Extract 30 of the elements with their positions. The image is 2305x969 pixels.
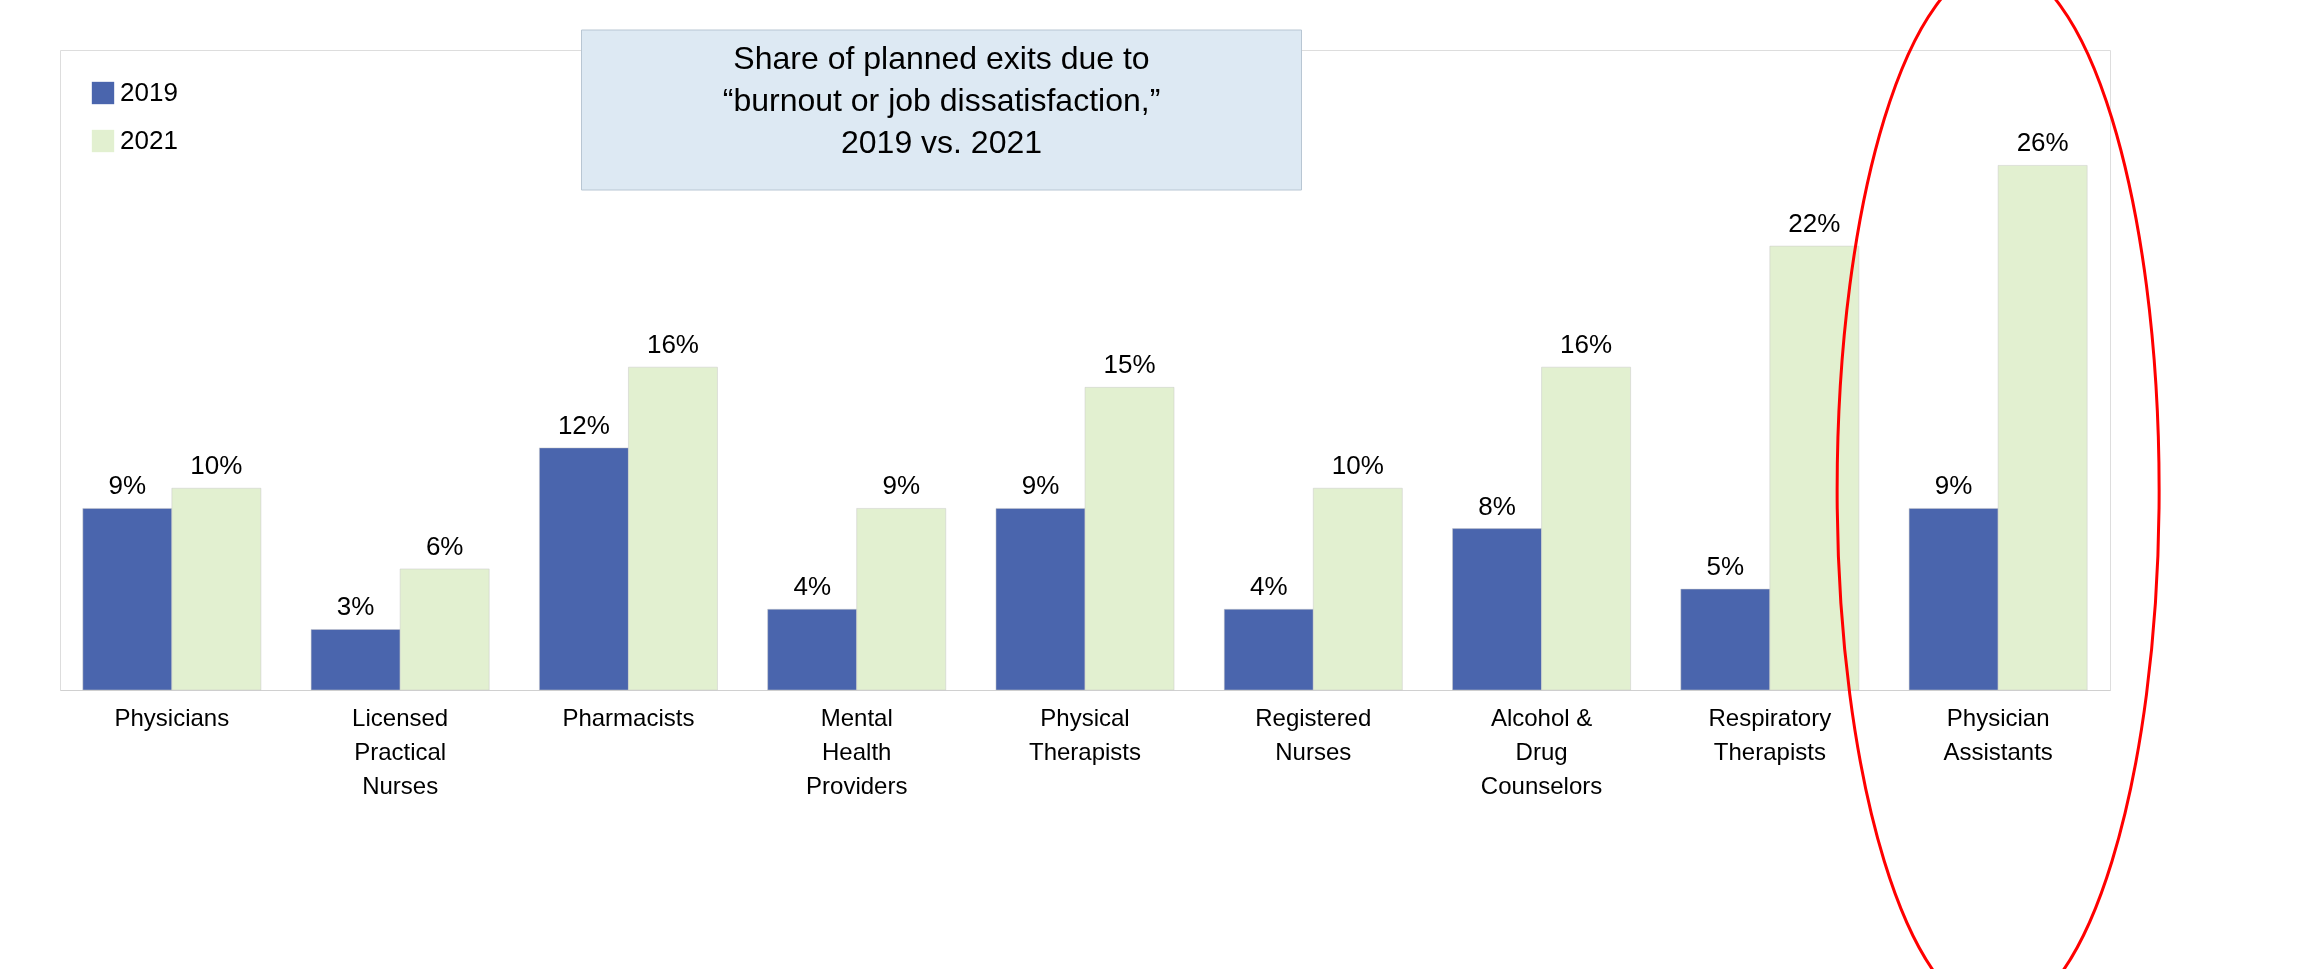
data-label: 16%	[1560, 329, 1613, 360]
data-label: 22%	[1788, 208, 1841, 239]
x-tick-label: Registered Nurses	[1255, 703, 1372, 765]
data-label: 16%	[646, 329, 699, 360]
x-tick-label: Mental Health Providers	[806, 703, 908, 799]
legend-label: 2021	[120, 125, 178, 155]
data-label: 10%	[1331, 450, 1384, 481]
data-label: 4%	[793, 571, 831, 602]
data-label: 6%	[425, 530, 464, 561]
data-label: 4%	[1249, 571, 1288, 602]
x-tick-label: Licensed Practical Nurses	[352, 703, 449, 799]
x-tick-label: Alcohol & Drug Counselors	[1480, 703, 1603, 799]
x-tick-label: Physical Therapists	[1028, 703, 1142, 765]
x-tick-label: Physician Assistants	[1943, 703, 2053, 765]
data-label: 3%	[336, 591, 375, 622]
x-tick-label: Pharmacists	[562, 703, 695, 731]
data-label: 9%	[882, 470, 921, 501]
data-label: 12%	[557, 409, 610, 440]
x-tick-label: Respiratory Therapists	[1708, 703, 1832, 765]
data-label: 9%	[1021, 470, 1060, 501]
data-label: 15%	[1103, 349, 1156, 380]
data-label: 26%	[2016, 127, 2069, 158]
data-label: 8%	[1478, 490, 1516, 521]
data-label: 9%	[108, 470, 147, 501]
data-label: 5%	[1706, 551, 1745, 582]
x-tick-label: Physicians	[114, 703, 230, 731]
data-label: 9%	[1934, 470, 1973, 501]
legend-label: 2019	[120, 77, 178, 107]
chart-title: Share of planned exits due to “burnout or job dissatisfaction,” 2019 vs. 2021	[722, 40, 1161, 160]
data-label: 10%	[190, 450, 243, 481]
